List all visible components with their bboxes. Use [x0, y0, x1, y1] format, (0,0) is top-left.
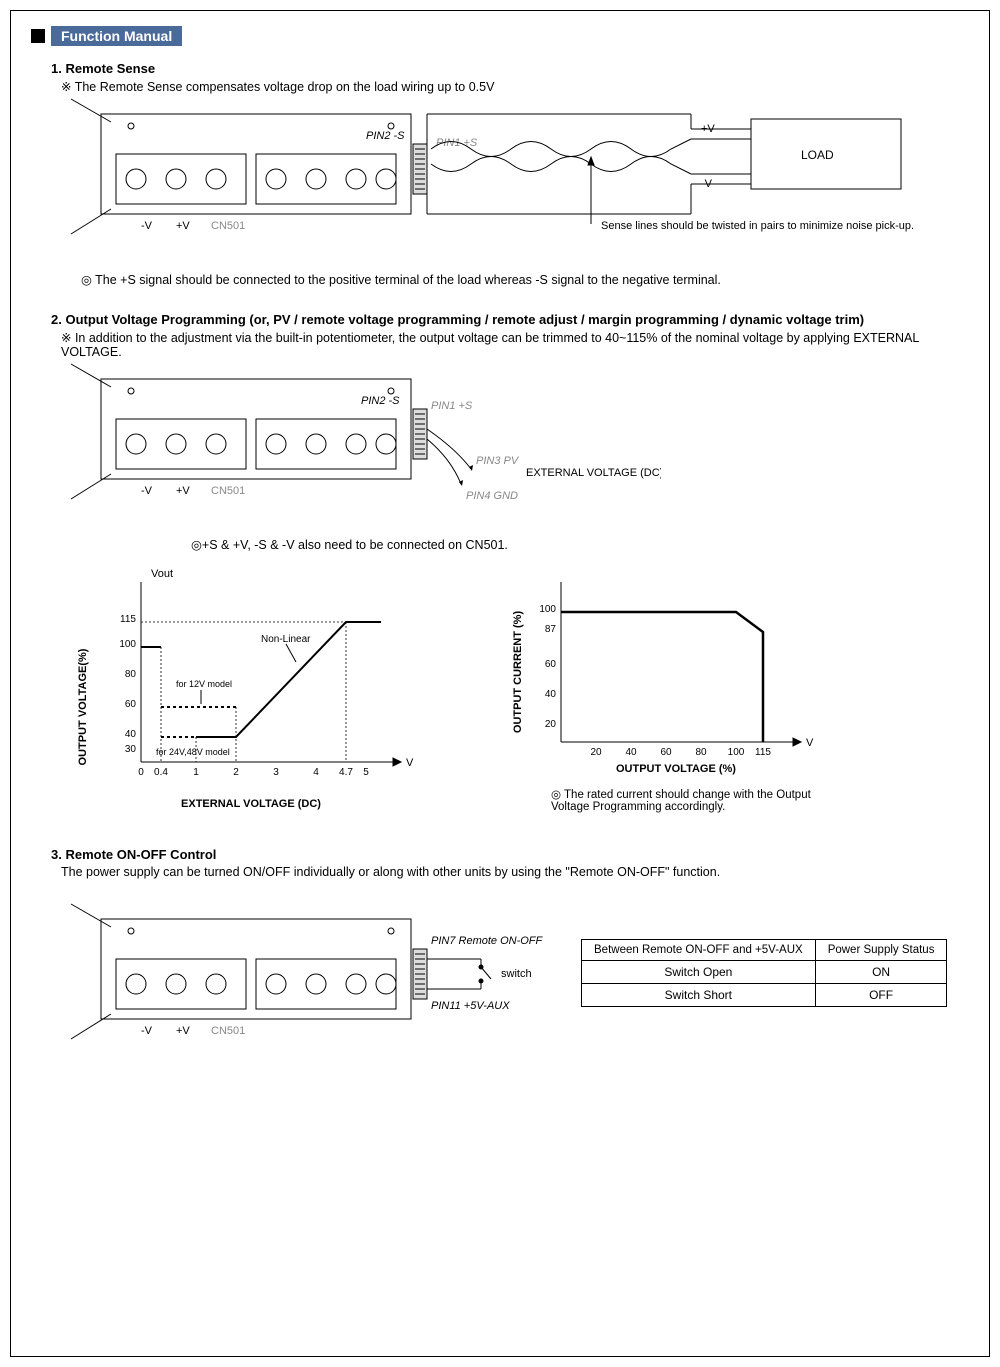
s3-cn: CN501: [211, 1025, 245, 1037]
c2-ylabel: OUTPUT CURRENT (%): [512, 611, 524, 734]
s3-switch: switch: [501, 968, 532, 980]
s2-term-plus: +V: [176, 485, 190, 497]
tbl-h1: Between Remote ON-OFF and +5V-AUX: [582, 940, 816, 961]
s3-pin11: PIN11 +5V-AUX: [431, 1000, 510, 1012]
tbl-r1c2: ON: [815, 961, 947, 984]
chart-current-vs-voltage: 20 40 60 87 100 20 40 60 80 100 115 V OU…: [501, 562, 841, 782]
svg-text:3: 3: [273, 767, 279, 778]
svg-text:40: 40: [125, 729, 137, 740]
s2-pin2: PIN2 -S: [361, 395, 400, 407]
tbl-r2c1: Switch Short: [582, 984, 816, 1007]
s2-pin3: PIN3 PV: [476, 455, 520, 467]
section1-diagram: -V +V CN501 PIN2 -S PIN1 +S +V -V: [61, 94, 981, 264]
c2-vlabel: V: [806, 737, 814, 749]
svg-text:40: 40: [545, 689, 557, 700]
svg-text:40: 40: [625, 747, 637, 758]
svg-text:87: 87: [545, 624, 557, 635]
c1-vout: Vout: [151, 568, 173, 580]
tbl-r2c2: OFF: [815, 984, 947, 1007]
term-minus: -V: [141, 220, 153, 232]
c1-12v: for 12V model: [176, 679, 232, 689]
remote-onoff-table: Between Remote ON-OFF and +5V-AUX Power …: [581, 939, 947, 1007]
svg-text:0: 0: [138, 767, 144, 778]
svg-text:20: 20: [545, 719, 557, 730]
section1-heading: 1. Remote Sense: [51, 61, 969, 76]
title-square-icon: [31, 29, 45, 43]
section3-diagram: -V +V CN501 PIN7 Remote ON-OFF PIN11 +5V…: [61, 889, 581, 1059]
svg-text:1: 1: [193, 767, 199, 778]
s2-term-minus: -V: [141, 485, 153, 497]
term-plus: +V: [176, 220, 190, 232]
svg-text:30: 30: [125, 744, 137, 755]
pin2-label: PIN2 -S: [366, 130, 405, 142]
c1-ylabel: OUTPUT VOLTAGE(%): [77, 648, 89, 765]
svg-text:for 24V,48V model: for 24V,48V model: [156, 747, 230, 757]
section1-note: ※ The Remote Sense compensates voltage d…: [61, 79, 969, 94]
section1-bullet: ◎ The +S signal should be connected to t…: [81, 272, 969, 287]
svg-text:4: 4: [313, 767, 319, 778]
vminus-label: -V: [701, 178, 713, 190]
c1-nonlinear: Non-Linear: [261, 634, 311, 645]
s2-pin1: PIN1 +S: [431, 400, 473, 412]
s2-cn: CN501: [211, 485, 245, 497]
section3-note: The power supply can be turned ON/OFF in…: [61, 865, 969, 879]
svg-text:2: 2: [233, 767, 239, 778]
svg-text:5: 5: [363, 767, 369, 778]
s3-term-minus: -V: [141, 1025, 153, 1037]
svg-text:0.4: 0.4: [154, 767, 168, 778]
cn-label: CN501: [211, 220, 245, 232]
c1-24v: for 24V,48V model: [156, 747, 230, 757]
svg-text:100: 100: [119, 639, 136, 650]
chart-vout-vs-extv: Vout 30 40 60 80 100 115 0 0.4 1 2: [61, 562, 441, 822]
svg-text:115: 115: [755, 747, 771, 758]
svg-text:100: 100: [539, 604, 556, 615]
svg-text:100: 100: [728, 747, 745, 758]
page-title: Function Manual: [51, 26, 182, 46]
c2-xlabel: OUTPUT VOLTAGE (%): [616, 763, 736, 775]
svg-text:60: 60: [660, 747, 672, 758]
title-bar: Function Manual: [31, 26, 969, 46]
tbl-h2: Power Supply Status: [815, 940, 947, 961]
vplus-label: +V: [701, 123, 715, 135]
section2-heading: 2. Output Voltage Programming (or, PV / …: [51, 312, 969, 327]
load-label: LOAD: [801, 148, 834, 162]
svg-text:60: 60: [545, 659, 557, 670]
svg-text:60: 60: [125, 699, 137, 710]
svg-text:4.7: 4.7: [339, 767, 353, 778]
svg-text:20: 20: [590, 747, 602, 758]
s3-pin7: PIN7 Remote ON-OFF: [431, 935, 544, 947]
c1-xlabel: EXTERNAL VOLTAGE (DC): [181, 798, 321, 810]
c1-vlabel: V: [406, 757, 414, 769]
svg-text:115: 115: [120, 614, 136, 625]
section2-bullet: ◎+S & +V, -S & -V also need to be connec…: [191, 537, 969, 552]
section2-diagram: -V +V CN501 PIN2 -S PIN1 +S PIN3 PV PIN4…: [61, 359, 661, 529]
tbl-r1c1: Switch Open: [582, 961, 816, 984]
svg-text:80: 80: [125, 669, 137, 680]
twist-note: Sense lines should be twisted in pairs t…: [601, 220, 914, 232]
svg-text:80: 80: [695, 747, 707, 758]
section3-heading: 3. Remote ON-OFF Control: [51, 847, 969, 862]
s2-ext: EXTERNAL VOLTAGE (DC): [526, 467, 661, 479]
s3-term-plus: +V: [176, 1025, 190, 1037]
s2-pin4: PIN4 GND: [466, 490, 518, 502]
section2-note: ※ In addition to the adjustment via the …: [61, 330, 969, 359]
c2-bullet: ◎ The rated current should change with t…: [551, 787, 811, 813]
